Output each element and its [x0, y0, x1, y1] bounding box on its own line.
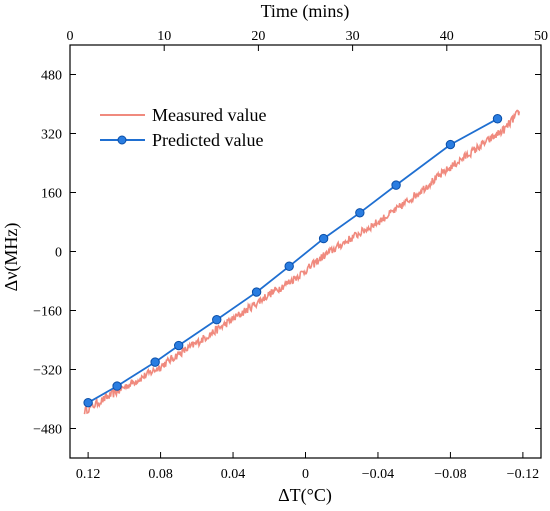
- plot-frame: [69, 44, 542, 459]
- legend: Measured value Predicted value: [100, 105, 266, 150]
- top-x-axis-title: Time (mins): [261, 1, 350, 22]
- x-axis-title: ΔT(°C): [278, 485, 332, 506]
- x-tick-label: −0.12: [507, 467, 539, 482]
- predicted-point: [492, 114, 503, 124]
- y-tick-label: 480: [41, 69, 62, 84]
- x-tick-label: 0.04: [221, 467, 246, 482]
- predicted-point: [391, 180, 401, 190]
- predicted-point: [112, 381, 122, 391]
- legend-predicted-label: Predicted value: [152, 130, 263, 150]
- predicted-point: [445, 139, 456, 150]
- predicted-point: [212, 315, 222, 325]
- y-tick-label: 0: [55, 246, 62, 261]
- predicted-point: [284, 261, 294, 271]
- predicted-point: [251, 287, 262, 297]
- y-tick-label: 160: [41, 187, 62, 202]
- series-measured-line: [83, 109, 521, 415]
- x-tick-label: 0.08: [148, 467, 173, 482]
- y-tick-label: −160: [33, 305, 62, 320]
- y-tick-label: −480: [33, 423, 62, 438]
- top-x-tick-label: 30: [346, 29, 360, 44]
- predicted-point: [173, 340, 184, 351]
- predicted-point: [355, 208, 365, 218]
- top-x-tick-label: 0: [67, 29, 74, 44]
- y-tick-label: −320: [33, 364, 62, 379]
- predicted-point: [83, 397, 93, 408]
- top-x-tick-label: 10: [157, 29, 171, 44]
- top-x-tick-label: 50: [534, 29, 548, 44]
- y-axis-title: Δν(MHz): [1, 223, 22, 292]
- legend-predicted-marker: [117, 135, 127, 145]
- tick-layer: 0.12 0.08 0.04 0 −0.04 −0.08 −0.12 −480 −320 −160…: [33, 29, 548, 482]
- x-tick-label: 0.12: [76, 467, 101, 482]
- x-tick-label: −0.08: [434, 467, 466, 482]
- predicted-point: [150, 357, 160, 367]
- series-layer: [83, 109, 521, 415]
- series-predicted-line: [87, 118, 498, 404]
- top-x-tick-label: 40: [440, 29, 454, 44]
- x-tick-label: 0: [302, 467, 309, 482]
- top-x-tick-label: 20: [251, 29, 265, 44]
- y-tick-label: 320: [41, 128, 62, 143]
- x-tick-label: −0.04: [362, 467, 394, 482]
- predicted-point: [318, 233, 329, 244]
- legend-measured-label: Measured value: [152, 105, 266, 125]
